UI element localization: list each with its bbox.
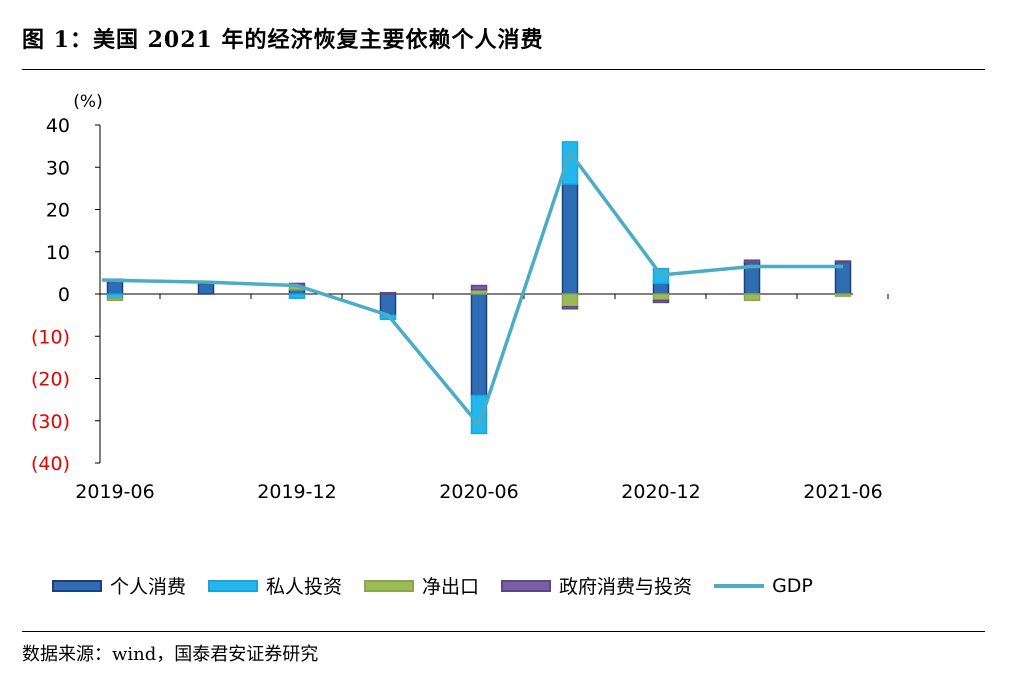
bar-segment [470,284,488,291]
bar-segment [379,291,397,295]
bar-segment [743,259,761,264]
bar-segment [288,293,306,299]
bar-segment [106,297,124,302]
y-tick-label: 10 [46,242,70,264]
bar-segment [652,299,670,304]
legend-item: 私人投资 [208,572,342,599]
x-tick-label: 2019-06 [75,481,154,503]
bar-segment [561,293,579,308]
bar-segment [561,305,579,310]
chart-legend: 个人消费 私人投资 净出口 政府消费与投资 GDP [52,572,835,599]
bar-segment [652,293,670,302]
chart-bars [106,141,852,435]
legend-label: GDP [772,574,813,597]
legend-item: 政府消费与投资 [501,572,692,599]
title-rule [22,69,985,70]
bar-segment [197,282,215,295]
bar-segment [470,293,488,397]
y-tick-label: (10) [31,326,70,348]
source-note: 数据来源：wind，国泰君安证券研究 [22,644,319,665]
y-tick-label: (30) [31,411,70,433]
bar-segment [652,282,670,295]
bar-segment [743,293,761,302]
bar-segment [561,183,579,295]
figure-title: 图 1：美国 2021 年的经济恢复主要依赖个人消费 [22,27,544,53]
legend-label: 个人消费 [110,576,187,598]
legend-label: 净出口 [422,576,480,598]
legend-swatch [501,579,552,592]
gdp-line [101,150,843,427]
y-tick-label: (20) [31,369,70,391]
y-tick-labels: 40 30 20 10 0 (10) (20) (30) (40) [31,115,70,475]
source-rule [22,631,985,632]
y-tick-label: 40 [46,115,70,137]
x-tick-label: 2021-06 [803,481,882,503]
legend-swatch [364,579,415,592]
y-tick-label: 20 [46,200,70,222]
legend-swatch [714,583,765,588]
gdp-line-path [101,150,843,427]
y-unit-label: (%) [73,92,102,112]
bar-segment [106,280,124,295]
x-tick-label: 2019-12 [257,481,336,503]
legend-item: 个人消费 [52,572,186,599]
legend-swatch [52,579,102,592]
y-tick-label: (40) [31,453,70,475]
legend-swatch [208,579,259,592]
legend-item: 净出口 [364,572,479,599]
bar-segment [834,260,852,264]
legend-label: 私人投资 [266,576,343,598]
legend-item: GDP [714,575,813,597]
x-tick-label: 2020-06 [439,481,518,503]
x-tick-labels: 2019-06 2019-12 2020-06 2020-12 2021-06 [75,481,882,503]
x-tick-label: 2020-12 [621,481,700,503]
y-tick-label: 0 [58,284,70,306]
y-tick-label: 30 [46,157,70,179]
bar-segment [834,293,852,297]
legend-label: 政府消费与投资 [559,576,693,598]
